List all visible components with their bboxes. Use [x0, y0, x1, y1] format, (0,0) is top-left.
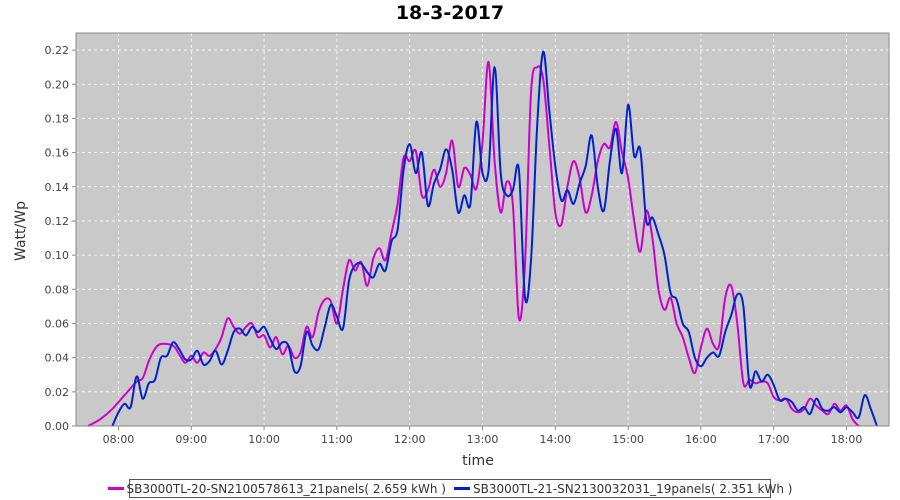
x-tick-label: 16:00 — [685, 433, 717, 446]
y-tick-label: 0.22 — [45, 44, 70, 57]
x-tick-label: 12:00 — [394, 433, 426, 446]
y-tick-label: 0.20 — [45, 78, 70, 91]
legend: SB3000TL-20-SN2100578613_21panels( 2.659… — [107, 479, 792, 498]
y-tick-label: 0.10 — [45, 249, 70, 262]
y-tick-label: 0.14 — [45, 181, 70, 194]
y-tick-label: 0.12 — [45, 215, 70, 228]
axes: 0.00 0.02 0.04 0.06 0.08 0.10 0.12 0.14 0.16 0.18… — [45, 32, 890, 446]
legend-item-series-1: SB3000TL-20-SN2100578613_21panels( 2.659… — [107, 481, 446, 496]
series-line-2 — [111, 50, 878, 427]
legend-swatch-blue — [454, 487, 470, 490]
y-tick-label: 0.02 — [45, 386, 70, 399]
x-tick-label: 17:00 — [758, 433, 790, 446]
x-axis-label: time — [462, 453, 494, 469]
y-tick-label: 0.04 — [45, 352, 70, 365]
x-tick-label: 11:00 — [321, 433, 353, 446]
x-tick-label: 18:00 — [831, 433, 863, 446]
y-tick-label: 0.00 — [45, 420, 70, 433]
x-tick-label: 15:00 — [612, 433, 644, 446]
legend-label-series-1: SB3000TL-20-SN2100578613_21panels( 2.659… — [126, 481, 446, 496]
series-lines — [87, 50, 878, 427]
chart-title: 18-3-2017 — [395, 2, 505, 24]
y-tick-label: 0.16 — [45, 147, 70, 160]
legend-swatch-magenta — [107, 487, 124, 490]
legend-label-series-2: SB3000TL-21-SN2130032031_19panels( 2.351… — [473, 481, 793, 496]
y-tick-label: 0.18 — [45, 112, 70, 125]
x-tick-label: 13:00 — [467, 433, 499, 446]
y-tick-label: 0.08 — [45, 283, 70, 296]
x-tick-label: 14:00 — [539, 433, 571, 446]
plot-border — [75, 32, 890, 427]
plot-area — [76, 33, 889, 426]
y-tick-label: 0.06 — [45, 317, 70, 330]
legend-item-series-2: SB3000TL-21-SN2130032031_19panels( 2.351… — [454, 482, 792, 496]
x-tick-label: 10:00 — [248, 433, 280, 446]
y-axis-label: Watt/Wp — [13, 201, 29, 261]
x-tick-label: 09:00 — [175, 433, 207, 446]
x-tick-label: 08:00 — [103, 433, 135, 446]
